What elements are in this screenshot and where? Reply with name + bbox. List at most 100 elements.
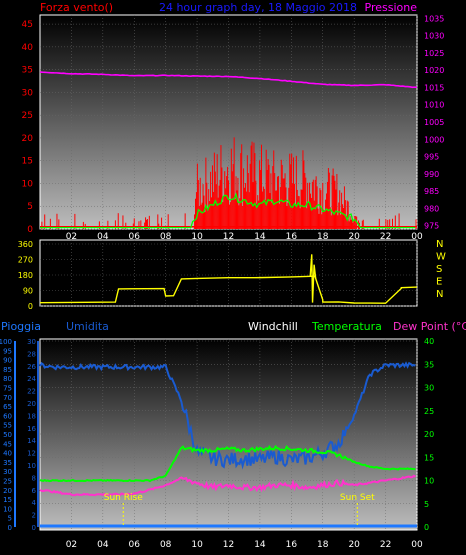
x-tick-label: 18 [317, 232, 329, 242]
gust-line [40, 192, 416, 229]
temp-tick-label: 10 [424, 477, 434, 486]
pressure-tick-label: 1000 [424, 135, 444, 144]
wind-tick-label: 25 [22, 111, 33, 121]
pioggia-tick-label: 70 [3, 394, 12, 402]
umidita-tick-label: 30 [27, 338, 36, 346]
x-tick-label: 16 [286, 232, 298, 242]
pressure-tick-label: 990 [424, 170, 439, 179]
pioggia-tick-label: 20 [3, 487, 12, 495]
direction-tick-label: 360 [18, 240, 33, 249]
x-tick-label: 08 [160, 540, 172, 550]
pioggia-tick-label: 85 [3, 366, 12, 374]
compass-label: W [436, 252, 446, 263]
temperature-line [39, 444, 416, 483]
x-tick-label: 08 [160, 232, 172, 242]
x-tick-label: 14 [254, 232, 266, 242]
wind-tick-label: 45 [22, 20, 33, 30]
pioggia-tick-label: 65 [3, 403, 12, 411]
tick-labels: 0202040406060808101012121414161618182020… [0, 14, 446, 550]
x-tick-label: 06 [129, 540, 141, 550]
pioggia-tick-label: 60 [3, 412, 12, 420]
pressure-line [39, 71, 418, 89]
temp-tick-label: 0 [424, 523, 429, 532]
compass-label: E [436, 277, 442, 288]
graph-title: 24 hour graph day, 18 Maggio 2018 [159, 1, 357, 14]
x-tick-label: 10 [191, 540, 203, 550]
temp-tick-label: 30 [424, 384, 434, 393]
direction-tick-label: 270 [18, 256, 33, 265]
umidita-tick-label: 8 [32, 474, 36, 482]
wind-tick-label: 10 [22, 179, 34, 189]
x-tick-label: 20 [348, 540, 360, 550]
sunset-label: Sun Set [340, 493, 375, 503]
legend-dewpoint: Dew Point (°C) [393, 320, 466, 333]
umidita-tick-label: 14 [27, 437, 36, 445]
pressure-tick-label: 1025 [424, 49, 444, 58]
pressure-tick-label: 1030 [424, 32, 444, 41]
compass-label: S [436, 264, 442, 275]
temp-tick-label: 15 [424, 453, 434, 462]
pioggia-tick-label: 30 [3, 468, 12, 476]
umidita-tick-label: 22 [27, 388, 36, 396]
pressure-axis-title: Pressione [365, 1, 418, 14]
compass-label: N [436, 289, 443, 300]
x-tick-label: 02 [66, 540, 77, 550]
pioggia-tick-label: 10 [3, 505, 12, 513]
wind-tick-label: 40 [22, 43, 34, 53]
wind-tick-label: 35 [22, 66, 33, 76]
wind-tick-label: 30 [22, 88, 34, 98]
pioggia-tick-label: 55 [3, 422, 12, 430]
pioggia-tick-label: 0 [8, 524, 12, 532]
umidita-tick-label: 18 [27, 412, 36, 420]
wind-tick-label: 0 [27, 225, 33, 235]
x-tick-label: 04 [97, 232, 109, 242]
pressure-tick-label: 1035 [424, 14, 444, 23]
x-tick-label: 10 [191, 232, 203, 242]
temp-tick-label: 5 [424, 500, 429, 509]
x-tick-label: 18 [317, 540, 329, 550]
x-tick-label: 20 [348, 232, 360, 242]
rain-humidity-temp-series [39, 361, 417, 528]
x-tick-label: 14 [254, 540, 266, 550]
x-tick-label: 02 [66, 232, 77, 242]
x-tick-label: 04 [97, 540, 109, 550]
direction-spike [309, 254, 317, 303]
pioggia-tick-label: 95 [3, 347, 12, 355]
x-tick-label: 22 [380, 232, 391, 242]
pressure-tick-label: 1020 [424, 66, 444, 75]
x-tick-label: 06 [129, 232, 141, 242]
pioggia-tick-label: 40 [3, 450, 12, 458]
pioggia-tick-label: 15 [3, 496, 12, 504]
temp-tick-label: 40 [424, 337, 434, 346]
wind-direction-series [39, 254, 418, 304]
humidity-line [39, 361, 416, 470]
direction-tick-label: 90 [23, 287, 33, 296]
pressure-tick-label: 995 [424, 153, 439, 162]
sunrise-label: Sun Rise [104, 493, 143, 503]
umidita-tick-label: 24 [27, 375, 36, 383]
umidita-tick-label: 6 [32, 487, 37, 495]
pioggia-tick-label: 100 [0, 338, 12, 346]
pioggia-tick-label: 35 [3, 459, 12, 467]
legend-temperatura: Temperatura [311, 320, 382, 333]
compass-label: N [436, 239, 443, 250]
wind-axis-title: Forza vento() [40, 1, 113, 14]
pioggia-tick-label: 80 [3, 375, 12, 383]
pressure-tick-label: 1005 [424, 118, 444, 127]
x-tick-label: 00 [411, 540, 423, 550]
x-tick-label: 12 [223, 232, 234, 242]
pioggia-tick-label: 25 [3, 478, 12, 486]
wind-tick-label: 15 [22, 157, 33, 167]
pioggia-tick-label: 75 [3, 385, 12, 393]
umidita-tick-label: 16 [27, 425, 36, 433]
pressure-tick-label: 1015 [424, 83, 444, 92]
x-tick-label: 16 [286, 540, 298, 550]
x-tick-label: 22 [380, 540, 391, 550]
umidita-tick-label: 0 [32, 524, 36, 532]
x-tick-label: 00 [411, 232, 423, 242]
umidita-tick-label: 4 [32, 499, 37, 507]
direction-tick-label: 0 [28, 302, 33, 311]
umidita-tick-label: 28 [27, 350, 36, 358]
direction-line [39, 275, 418, 304]
